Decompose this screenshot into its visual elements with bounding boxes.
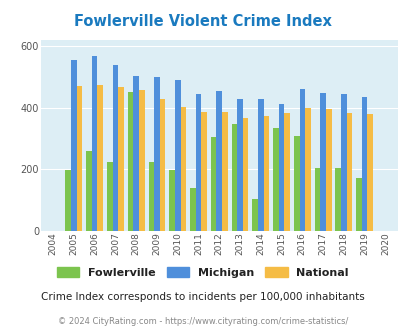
Bar xyxy=(284,113,289,231)
Bar xyxy=(195,94,201,231)
Bar xyxy=(305,108,310,231)
Bar xyxy=(86,151,92,231)
Bar xyxy=(346,114,352,231)
Bar xyxy=(169,170,175,231)
Bar xyxy=(180,107,185,231)
Bar xyxy=(65,170,71,231)
Bar xyxy=(133,76,139,231)
Bar xyxy=(263,116,269,231)
Bar xyxy=(216,91,222,231)
Legend: Fowlerville, Michigan, National: Fowlerville, Michigan, National xyxy=(53,263,352,282)
Bar xyxy=(231,124,237,231)
Bar xyxy=(237,99,242,231)
Text: © 2024 CityRating.com - https://www.cityrating.com/crime-statistics/: © 2024 CityRating.com - https://www.city… xyxy=(58,317,347,326)
Bar xyxy=(252,199,257,231)
Bar xyxy=(92,56,97,231)
Bar xyxy=(299,89,305,231)
Bar xyxy=(278,104,284,231)
Bar xyxy=(222,112,227,231)
Bar xyxy=(159,99,165,231)
Bar xyxy=(340,94,346,231)
Bar xyxy=(273,128,278,231)
Text: Crime Index corresponds to incidents per 100,000 inhabitants: Crime Index corresponds to incidents per… xyxy=(41,292,364,302)
Bar xyxy=(320,93,325,231)
Bar xyxy=(361,97,367,231)
Text: Fowlerville Violent Crime Index: Fowlerville Violent Crime Index xyxy=(74,14,331,29)
Bar xyxy=(71,60,77,231)
Bar xyxy=(154,77,159,231)
Bar xyxy=(355,178,361,231)
Bar xyxy=(314,168,320,231)
Bar xyxy=(148,162,154,231)
Bar xyxy=(77,86,82,231)
Bar xyxy=(107,162,112,231)
Bar xyxy=(367,114,372,231)
Bar xyxy=(175,80,180,231)
Bar xyxy=(118,87,124,231)
Bar xyxy=(97,85,103,231)
Bar xyxy=(139,90,144,231)
Bar xyxy=(128,92,133,231)
Bar xyxy=(112,65,118,231)
Bar xyxy=(210,137,216,231)
Bar xyxy=(190,188,195,231)
Bar xyxy=(293,136,299,231)
Bar xyxy=(242,118,248,231)
Bar xyxy=(201,112,207,231)
Bar xyxy=(257,99,263,231)
Bar xyxy=(335,168,340,231)
Bar xyxy=(325,109,331,231)
